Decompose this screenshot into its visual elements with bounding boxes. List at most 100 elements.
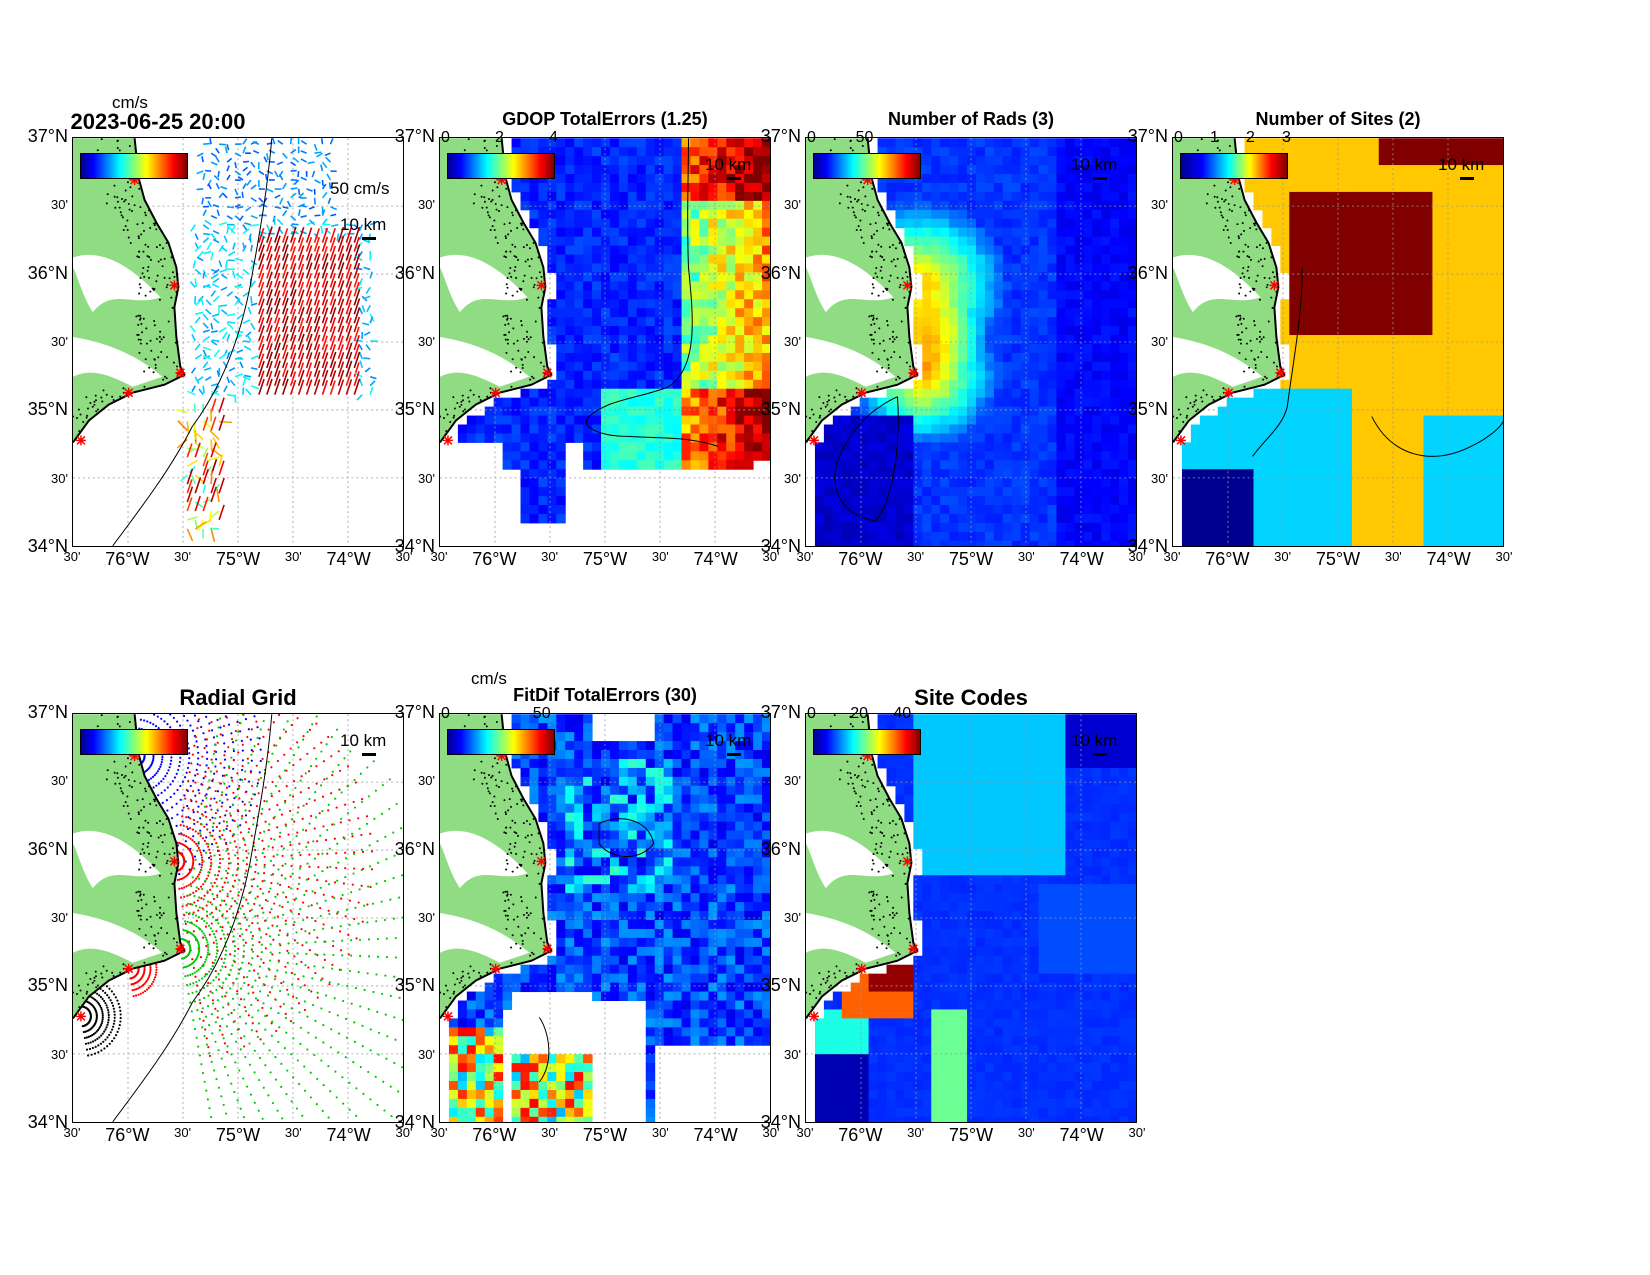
heat-cell xyxy=(690,227,700,238)
heat-cell xyxy=(1092,263,1102,273)
map-area[interactable] xyxy=(805,137,1137,547)
map-area[interactable] xyxy=(72,137,404,547)
heat-cell xyxy=(1002,290,1013,300)
heat-cell xyxy=(1307,442,1317,452)
heat-cell xyxy=(832,496,843,506)
heat-cell xyxy=(1128,299,1136,309)
heat-cell xyxy=(1334,469,1344,479)
current-vector xyxy=(289,352,297,369)
coast-dot xyxy=(153,324,156,327)
heat-cell xyxy=(1396,397,1407,408)
coast-dot xyxy=(157,260,160,263)
heat-cell xyxy=(886,397,896,408)
heat-cell xyxy=(949,191,959,202)
heat-cell xyxy=(1011,370,1022,381)
current-vector xyxy=(297,369,305,386)
heat-cell xyxy=(940,531,950,542)
current-vector xyxy=(359,360,364,369)
heat-cell xyxy=(1432,254,1442,264)
heat-cell xyxy=(681,254,691,264)
heat-cell xyxy=(1316,138,1326,148)
coast-dot xyxy=(163,257,166,260)
heat-cell xyxy=(1405,156,1416,166)
heat-cell xyxy=(931,191,941,202)
heat-cell xyxy=(1396,343,1407,354)
heat-cell xyxy=(1316,236,1326,247)
heat-cell xyxy=(1378,182,1389,193)
heat-cell xyxy=(636,209,647,220)
heat-cell xyxy=(1441,290,1451,300)
heat-cell xyxy=(1396,308,1407,318)
heat-cell xyxy=(922,406,932,417)
heat-cell xyxy=(609,191,620,202)
current-vector xyxy=(314,179,321,184)
heat-cell xyxy=(699,281,709,291)
heat-cell xyxy=(1396,469,1407,479)
heat-cell xyxy=(1316,379,1326,390)
heat-cell xyxy=(1450,469,1460,479)
current-vector xyxy=(266,325,273,342)
current-vector xyxy=(236,349,244,354)
heat-cell xyxy=(645,352,656,363)
current-vector xyxy=(202,361,209,369)
heat-cell xyxy=(1450,335,1460,345)
heat-cell xyxy=(931,451,941,461)
heat-cell xyxy=(1298,200,1308,211)
heat-cell xyxy=(1074,308,1084,318)
heat-cell xyxy=(1414,174,1424,184)
heat-cell xyxy=(663,191,674,202)
coast-dot xyxy=(112,398,115,401)
map-area[interactable] xyxy=(1172,137,1504,547)
coast-dot xyxy=(826,403,829,406)
heat-cell xyxy=(1387,352,1398,363)
heat-cell xyxy=(1199,487,1210,497)
heat-cell xyxy=(1414,335,1424,345)
coast-dot xyxy=(892,330,895,333)
heat-cell xyxy=(618,317,629,327)
heat-cell xyxy=(922,138,932,148)
longitude-label: 30' xyxy=(796,549,814,564)
coast-dot xyxy=(139,342,142,345)
heat-cell xyxy=(931,218,941,229)
coast-dot xyxy=(526,258,529,261)
heat-cell xyxy=(1441,424,1451,434)
heat-cell xyxy=(1038,343,1049,354)
site-marker xyxy=(169,280,180,291)
current-vector xyxy=(362,322,370,326)
heat-cell xyxy=(1253,147,1263,157)
heat-cell xyxy=(1128,460,1136,470)
heat-cell xyxy=(735,361,745,372)
heat-cell xyxy=(672,460,683,470)
heat-cell xyxy=(895,478,905,488)
coast-dot xyxy=(93,400,96,403)
heat-cell xyxy=(1011,406,1022,417)
heat-cell xyxy=(1128,451,1136,461)
heat-cell xyxy=(1441,335,1451,345)
heat-cell xyxy=(1325,370,1335,381)
latitude-label: 30' xyxy=(51,334,68,349)
heat-cell xyxy=(1280,487,1290,497)
heat-cell xyxy=(744,406,754,417)
current-vector xyxy=(289,344,297,360)
heat-cell xyxy=(1316,460,1326,470)
heat-cell xyxy=(708,272,718,282)
current-vector xyxy=(245,206,252,212)
heat-cell xyxy=(1083,200,1093,211)
heat-cell xyxy=(1047,156,1057,166)
heat-cell xyxy=(609,299,620,309)
heat-cell xyxy=(1280,182,1290,193)
heat-cell xyxy=(984,209,995,220)
heat-cell xyxy=(1029,308,1040,318)
heat-cell xyxy=(1325,442,1335,452)
heat-cell xyxy=(1056,478,1066,488)
current-vector xyxy=(245,388,252,396)
current-vector xyxy=(186,486,194,503)
heat-cell xyxy=(1226,406,1237,417)
heat-cell xyxy=(949,460,959,470)
current-vector xyxy=(263,156,268,163)
heat-cell xyxy=(1414,165,1424,175)
heat-cell xyxy=(975,272,986,282)
heat-cell xyxy=(1002,415,1013,425)
map-area[interactable] xyxy=(439,137,771,547)
heat-cell xyxy=(975,182,986,193)
